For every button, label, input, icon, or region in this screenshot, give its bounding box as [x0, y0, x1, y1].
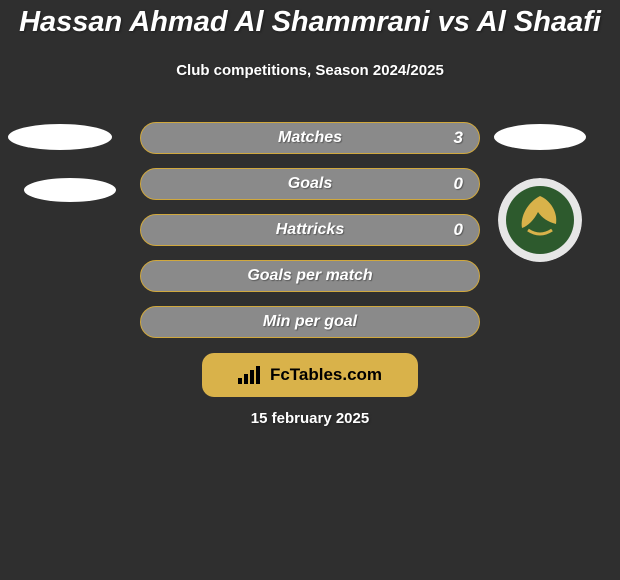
stat-label: Matches	[141, 123, 479, 153]
snapshot-date: 15 february 2025	[0, 410, 620, 427]
stat-label: Goals per match	[141, 261, 479, 291]
bar-chart-icon	[238, 366, 262, 384]
right-player-ellipse-1	[494, 124, 586, 150]
stat-label: Min per goal	[141, 307, 479, 337]
stat-bar: Hattricks0	[140, 214, 480, 246]
stat-label: Hattricks	[141, 215, 479, 245]
watermark-badge: FcTables.com	[202, 353, 418, 397]
stat-label: Goals	[141, 169, 479, 199]
stat-value: 3	[454, 123, 463, 153]
stat-bar: Goals per match	[140, 260, 480, 292]
page-subtitle: Club competitions, Season 2024/2025	[0, 62, 620, 79]
left-player-ellipse-1	[8, 124, 112, 150]
stat-value: 0	[454, 215, 463, 245]
page-title: Hassan Ahmad Al Shammrani vs Al Shaafi	[0, 6, 620, 39]
left-player-ellipse-2	[24, 178, 116, 202]
stat-bar: Matches3	[140, 122, 480, 154]
stat-value: 0	[454, 169, 463, 199]
stat-bar: Goals0	[140, 168, 480, 200]
stat-bar: Min per goal	[140, 306, 480, 338]
watermark-text: FcTables.com	[270, 365, 382, 385]
right-club-logo	[498, 178, 582, 262]
